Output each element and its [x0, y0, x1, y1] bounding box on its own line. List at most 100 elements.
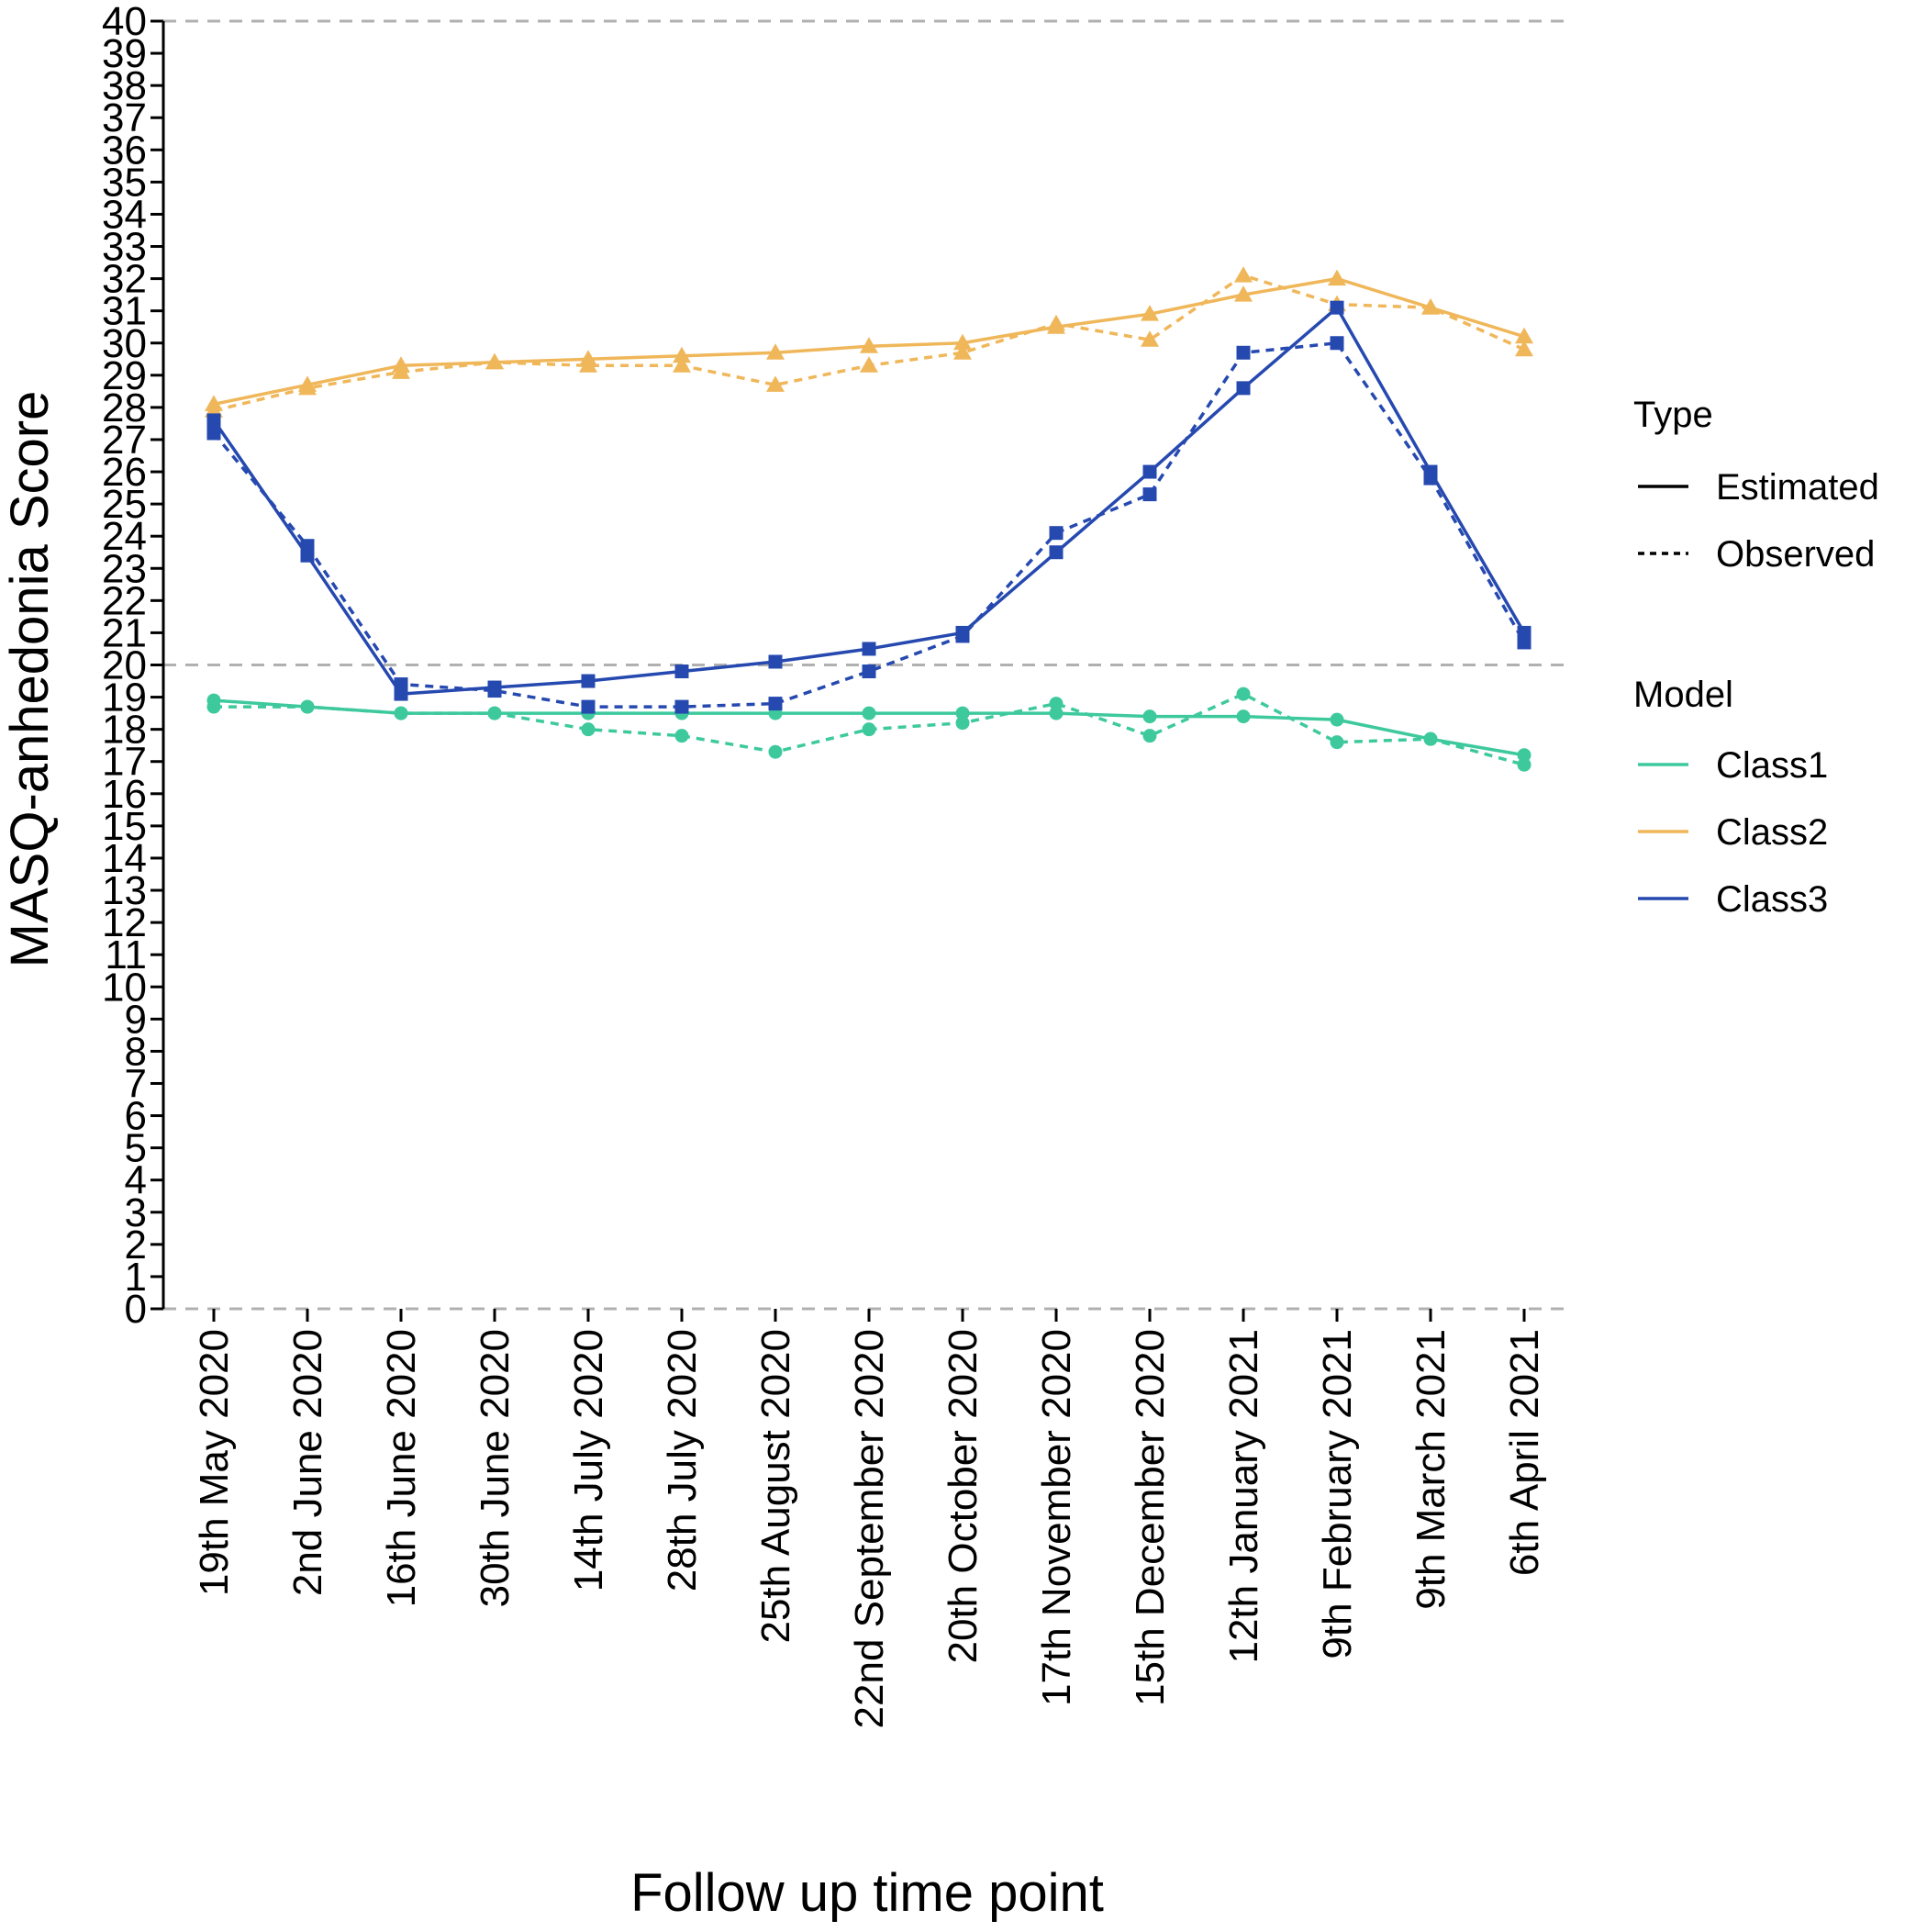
y-tick-label: 34	[102, 192, 147, 237]
x-tick-label: 22nd September 2020	[847, 1329, 892, 1728]
y-tick-label: 17	[102, 740, 147, 785]
series-class1-observed	[206, 687, 1532, 772]
data-point	[768, 654, 783, 669]
y-tick-label: 5	[125, 1126, 147, 1171]
data-point	[768, 697, 783, 711]
data-point	[1330, 300, 1344, 315]
series-class3-estimated	[206, 300, 1532, 701]
data-point	[487, 706, 502, 720]
y-tick-label: 36	[102, 128, 147, 173]
data-point	[673, 356, 691, 373]
y-tick-label: 21	[102, 610, 147, 655]
legend-label: Estimated	[1716, 467, 1879, 508]
x-tick-label: 14th July 2020	[566, 1329, 611, 1591]
x-tick-label: 12th January 2021	[1221, 1329, 1266, 1664]
data-point	[1517, 757, 1532, 772]
y-tick-label: 3	[125, 1190, 147, 1235]
data-point	[300, 539, 315, 553]
data-point	[1141, 330, 1159, 347]
data-point	[674, 664, 689, 679]
data-point	[206, 426, 221, 441]
data-point	[1141, 305, 1159, 321]
y-tick-label: 14	[102, 836, 147, 881]
data-point	[674, 699, 689, 714]
y-tick-label: 29	[102, 353, 147, 398]
data-point	[1517, 748, 1532, 763]
legend-type-title: Type	[1633, 395, 1713, 435]
y-tick-label: 2	[125, 1223, 147, 1268]
x-tick-label: 28th July 2020	[660, 1329, 705, 1591]
data-point	[955, 706, 970, 720]
legend-model-title: Model	[1633, 675, 1733, 715]
y-tick-label: 9	[125, 997, 147, 1042]
data-point	[860, 337, 878, 353]
y-tick-label: 6	[125, 1094, 147, 1139]
y-tick-label: 11	[105, 932, 147, 977]
data-point	[766, 343, 785, 360]
data-point	[1328, 269, 1346, 286]
data-point	[1236, 381, 1251, 396]
y-tick-label: 37	[102, 95, 147, 140]
x-tick-label: 15th December 2020	[1128, 1329, 1173, 1706]
x-tick-label: 9th February 2021	[1315, 1329, 1360, 1659]
y-tick-label: 12	[102, 900, 147, 945]
data-point	[953, 333, 972, 351]
y-tick-label: 30	[102, 321, 147, 366]
data-point	[1236, 687, 1251, 701]
data-point	[1236, 709, 1251, 724]
y-tick-label: 13	[102, 868, 147, 913]
data-point	[1330, 735, 1344, 750]
data-point	[300, 699, 315, 714]
y-tick-label: 32	[102, 257, 147, 302]
y-tick-label: 20	[102, 643, 147, 688]
y-tick-label: 35	[102, 160, 147, 205]
data-point	[953, 343, 972, 360]
data-point	[1049, 545, 1064, 560]
legend-label: Observed	[1716, 534, 1875, 575]
x-tick-label: 2nd June 2020	[285, 1329, 330, 1596]
data-point	[862, 706, 876, 720]
y-tick-label: 15	[102, 804, 147, 849]
y-tick-label: 16	[102, 772, 147, 817]
series-line	[212, 341, 1526, 709]
data-point	[955, 716, 970, 731]
data-point	[768, 744, 783, 759]
x-tick-label: 19th May 2020	[192, 1329, 237, 1596]
y-tick-label: 10	[102, 965, 147, 1010]
data-point	[673, 346, 691, 363]
data-point	[674, 729, 689, 743]
data-point	[1330, 336, 1344, 351]
x-tick-label: 17th November 2020	[1034, 1329, 1079, 1706]
data-point	[1423, 471, 1438, 486]
y-tick-label: 26	[102, 450, 147, 495]
y-tick-label: 25	[102, 482, 147, 527]
y-tick-label: 38	[102, 63, 147, 108]
x-tick-label: 16th June 2020	[379, 1329, 424, 1607]
data-point	[581, 674, 596, 688]
data-point	[298, 378, 317, 396]
data-point	[955, 629, 970, 643]
y-axis-title: MASQ-anhedonia Score	[0, 391, 60, 968]
data-point	[206, 699, 221, 714]
y-tick-label: 22	[102, 578, 147, 623]
data-point	[862, 642, 876, 656]
y-tick-label: 31	[102, 289, 147, 334]
series-class3-observed	[206, 336, 1532, 714]
data-point	[860, 356, 878, 373]
data-point	[206, 413, 221, 428]
data-point	[392, 363, 410, 379]
data-point	[1234, 266, 1253, 283]
x-tick-label: 9th March 2021	[1409, 1329, 1454, 1610]
y-tick-label: 40	[102, 0, 147, 44]
data-point	[487, 684, 502, 698]
data-point	[485, 352, 504, 370]
data-point	[766, 375, 785, 392]
data-point	[581, 722, 596, 737]
data-point	[1517, 635, 1532, 650]
data-point	[581, 699, 596, 714]
y-tick-label: 24	[102, 514, 147, 559]
data-point	[1142, 709, 1157, 724]
